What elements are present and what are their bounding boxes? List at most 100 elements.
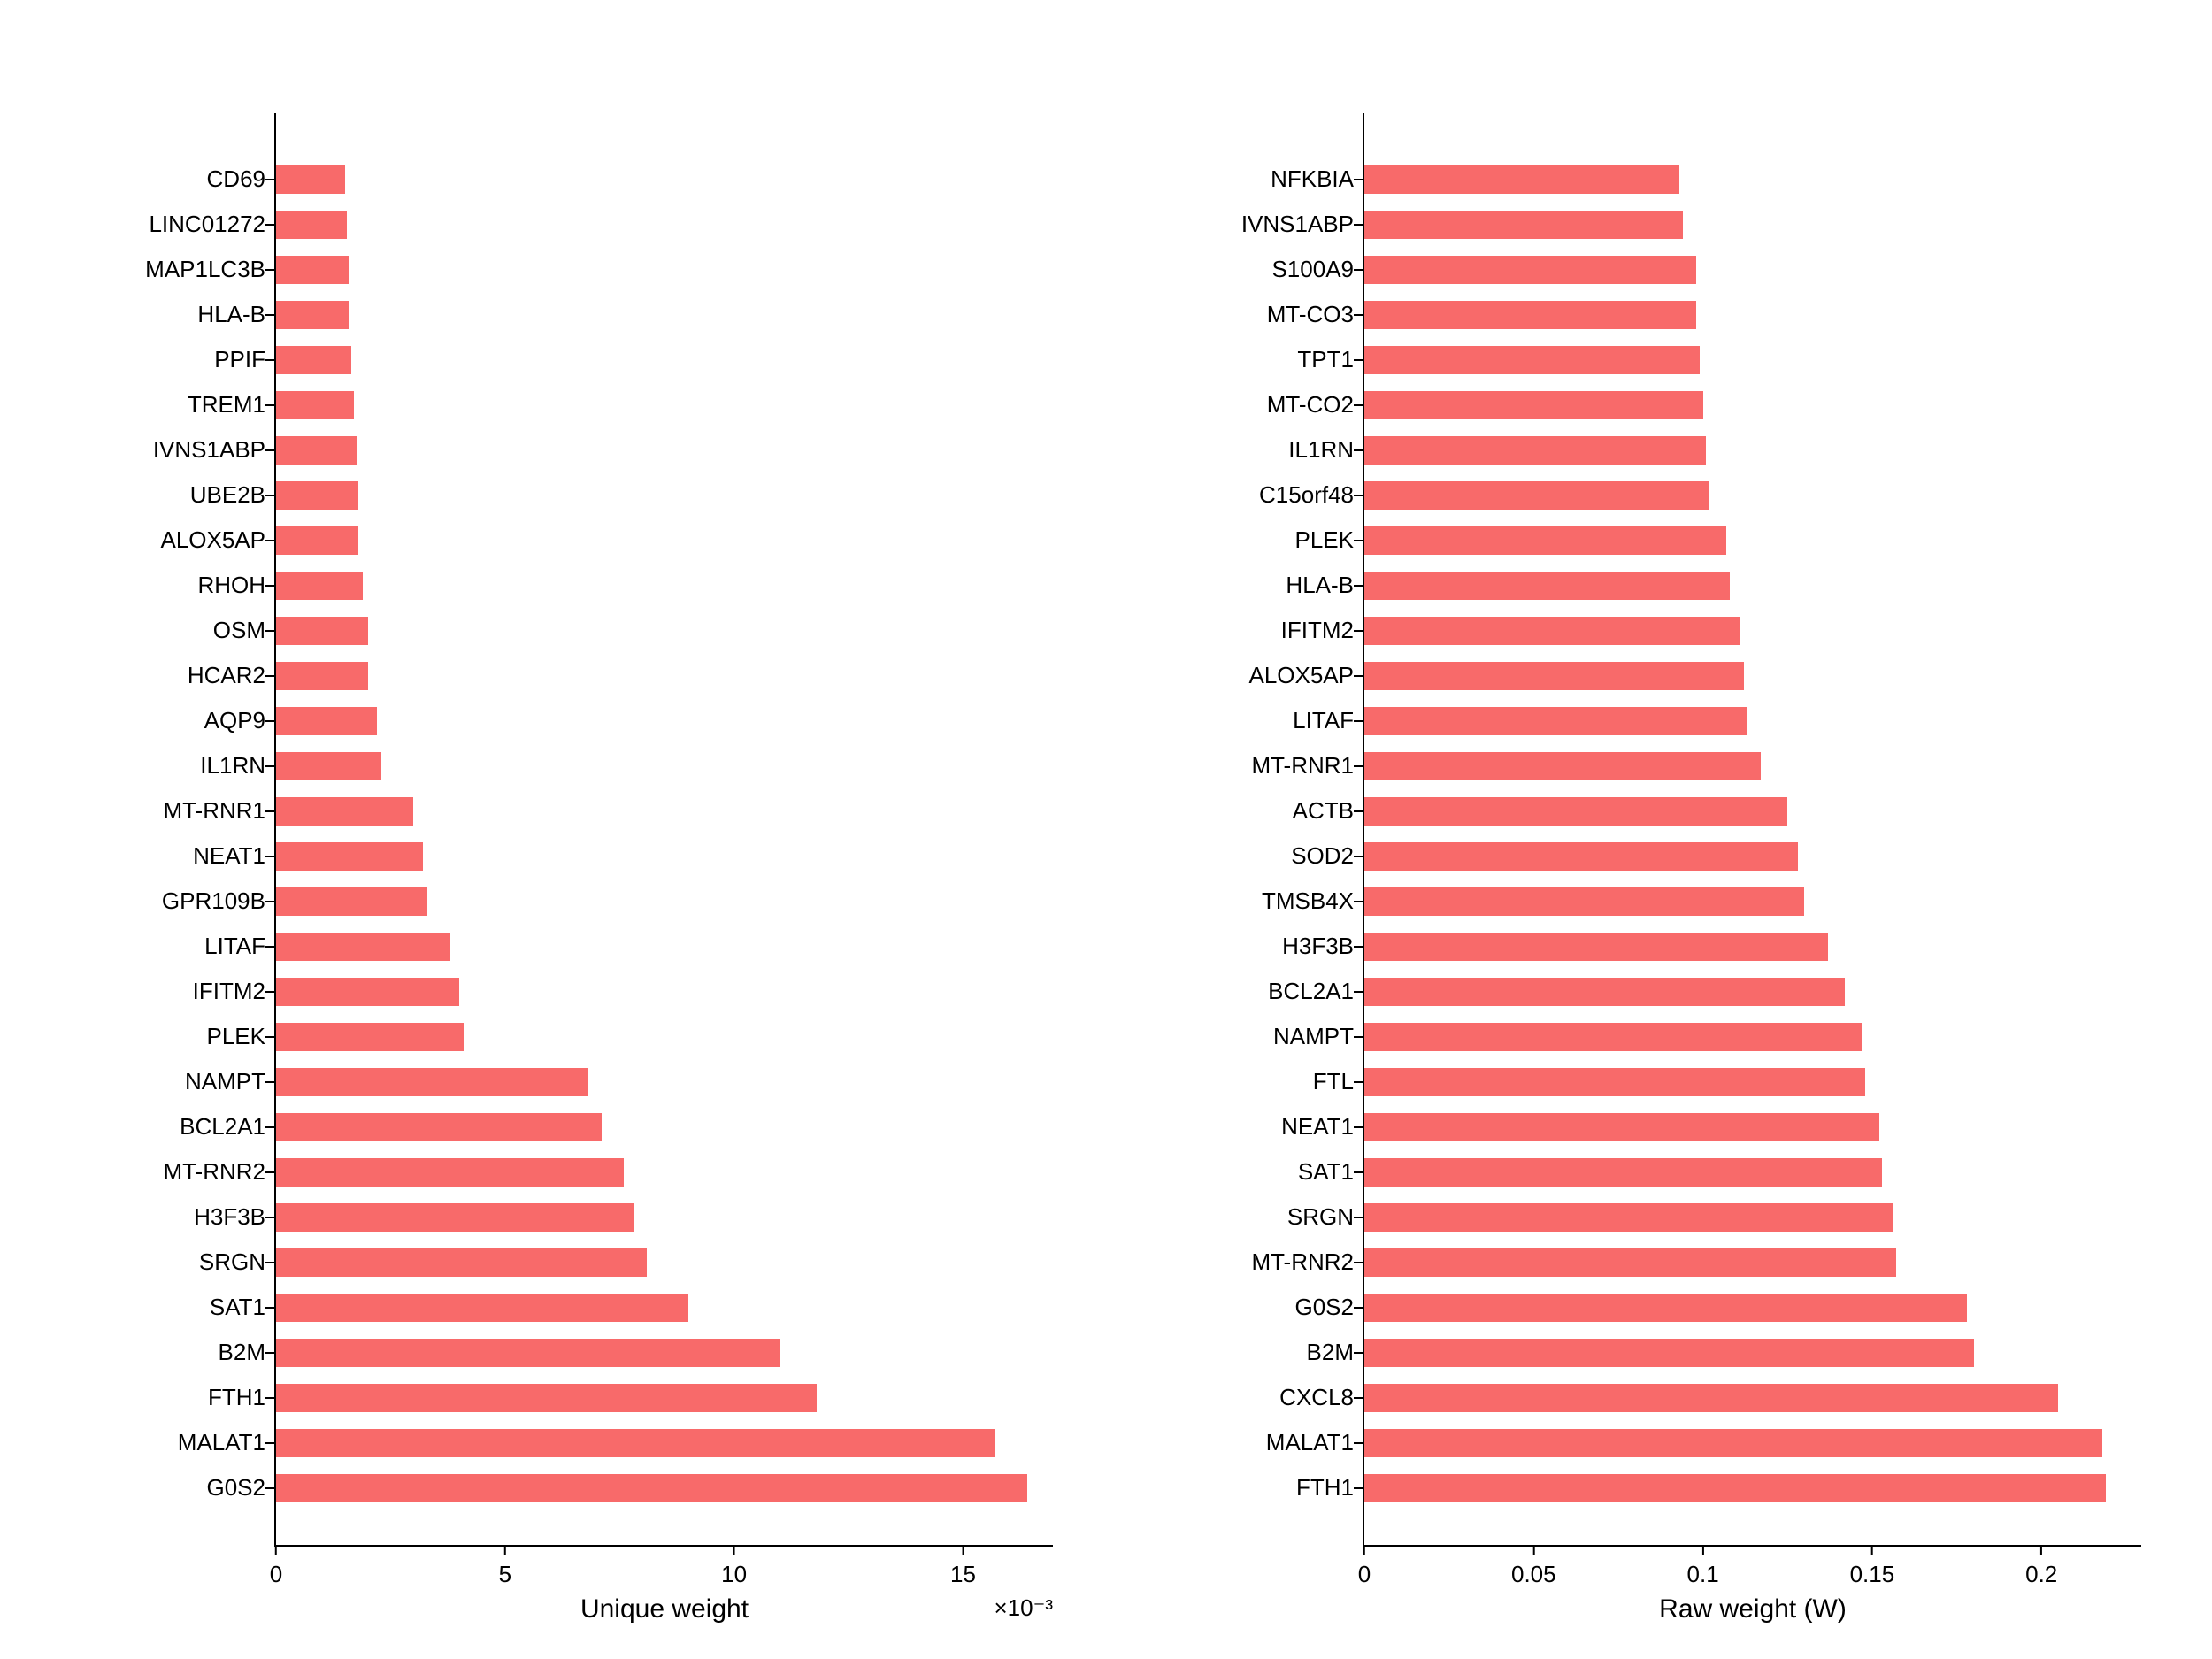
x-tick: 5 <box>499 1545 511 1588</box>
bar-row: HLA-B <box>276 301 349 330</box>
bar-row: LITAF <box>276 933 450 962</box>
bar-row: MT-CO3 <box>1364 301 1696 330</box>
x-exponent-label: ×10⁻³ <box>995 1594 1054 1622</box>
bar <box>1364 1158 1882 1187</box>
bar-row: AQP9 <box>276 707 377 736</box>
x-tick-label: 0.15 <box>1850 1561 1895 1588</box>
bar-row: TREM1 <box>276 391 354 420</box>
y-tick-mark <box>1354 540 1364 541</box>
bar <box>276 752 381 781</box>
bar <box>1364 1474 2106 1503</box>
bar-label: MT-CO3 <box>1267 301 1354 328</box>
x-tick-label: 0.2 <box>2025 1561 2057 1588</box>
bar-label: TPT1 <box>1297 346 1354 373</box>
bar <box>276 301 349 330</box>
bar <box>276 707 377 736</box>
bar <box>276 391 354 420</box>
y-tick-mark <box>265 1217 276 1218</box>
bar <box>1364 211 1683 240</box>
x-tick-mark <box>275 1545 277 1555</box>
bar-label: MALAT1 <box>178 1429 265 1456</box>
y-tick-mark <box>265 1126 276 1128</box>
left-panel: CD69LINC01272MAP1LC3BHLA-BPPIFTREM1IVNS1… <box>71 113 1053 1547</box>
y-tick-mark <box>265 540 276 541</box>
bar-row: PLEK <box>1364 526 1726 556</box>
bar <box>276 842 423 872</box>
bar-label: BCL2A1 <box>1268 978 1354 1005</box>
bar <box>1364 572 1730 601</box>
bar-label: G0S2 <box>207 1474 266 1502</box>
bar-label: ALOX5AP <box>160 526 265 554</box>
y-tick-mark <box>1354 1352 1364 1354</box>
bar-label: IVNS1ABP <box>1241 211 1354 238</box>
bar <box>276 887 427 917</box>
y-tick-mark <box>1354 1307 1364 1309</box>
bar-label: IFITM2 <box>193 978 265 1005</box>
bar <box>276 1429 995 1458</box>
y-tick-mark <box>1354 404 1364 406</box>
bar <box>276 346 351 375</box>
bar-row: H3F3B <box>276 1203 634 1233</box>
y-tick-mark <box>265 179 276 180</box>
bar <box>1364 797 1787 826</box>
bar-label: IVNS1ABP <box>153 436 265 464</box>
bar-row: IL1RN <box>1364 436 1706 465</box>
y-tick-mark <box>265 856 276 857</box>
bar-row: LITAF <box>1364 707 1747 736</box>
bar-row: SRGN <box>1364 1203 1893 1233</box>
y-tick-mark <box>1354 1487 1364 1489</box>
bar-row: CXCL8 <box>1364 1384 2058 1413</box>
y-tick-mark <box>1354 1397 1364 1399</box>
bar-label: H3F3B <box>194 1203 265 1231</box>
bar-label: MALAT1 <box>1266 1429 1354 1456</box>
bar-row: RHOH <box>276 572 363 601</box>
y-tick-mark <box>265 359 276 361</box>
plot-area: NFKBIAIVNS1ABPS100A9MT-CO3TPT1MT-CO2IL1R… <box>1363 113 2141 1547</box>
x-tick: 0 <box>1358 1545 1371 1588</box>
bar-label: TREM1 <box>188 391 265 419</box>
bar <box>1364 1294 1967 1323</box>
bar-row: HLA-B <box>1364 572 1730 601</box>
bar <box>1364 1339 1974 1368</box>
x-tick: 0.15 <box>1850 1545 1895 1588</box>
bar-row: SAT1 <box>276 1294 688 1323</box>
bar-label: C15orf48 <box>1259 481 1354 509</box>
x-tick: 15 <box>950 1545 976 1588</box>
y-tick-mark <box>265 1036 276 1038</box>
bar-row: IVNS1ABP <box>1364 211 1683 240</box>
x-tick: 10 <box>721 1545 747 1588</box>
bar-label: HCAR2 <box>188 662 265 689</box>
bar-label: SAT1 <box>210 1294 265 1321</box>
bar-row: IL1RN <box>276 752 381 781</box>
right-panel: NFKBIAIVNS1ABPS100A9MT-CO3TPT1MT-CO2IL1R… <box>1159 113 2141 1547</box>
y-tick-mark <box>265 495 276 496</box>
bar-row: G0S2 <box>276 1474 1027 1503</box>
bar-label: NAMPT <box>185 1068 265 1095</box>
bar <box>1364 1113 1879 1142</box>
y-tick-mark <box>1354 1442 1364 1444</box>
y-tick-mark <box>1354 630 1364 632</box>
x-tick: 0.2 <box>2025 1545 2057 1588</box>
x-tick: 0.1 <box>1687 1545 1719 1588</box>
bar-row: TMSB4X <box>1364 887 1804 917</box>
y-tick-mark <box>1354 1171 1364 1173</box>
x-tick-mark <box>733 1545 735 1555</box>
bar-label: MT-RNR1 <box>163 797 265 825</box>
bar <box>276 572 363 601</box>
bar-row: IFITM2 <box>276 978 459 1007</box>
x-tick-label: 10 <box>721 1561 747 1588</box>
x-tick-mark <box>1363 1545 1365 1555</box>
bar <box>1364 165 1679 195</box>
bar-label: LITAF <box>1293 707 1354 734</box>
bar-label: NAMPT <box>1273 1023 1354 1050</box>
bar-label: TMSB4X <box>1262 887 1354 915</box>
bar <box>276 1068 588 1097</box>
bar-row: PLEK <box>276 1023 464 1052</box>
bar-label: HLA-B <box>197 301 265 328</box>
y-tick-mark <box>1354 1126 1364 1128</box>
bar <box>276 933 450 962</box>
bar-row: PPIF <box>276 346 351 375</box>
y-tick-mark <box>1354 1217 1364 1218</box>
bar <box>276 1158 624 1187</box>
bar-row: NFKBIA <box>1364 165 1679 195</box>
